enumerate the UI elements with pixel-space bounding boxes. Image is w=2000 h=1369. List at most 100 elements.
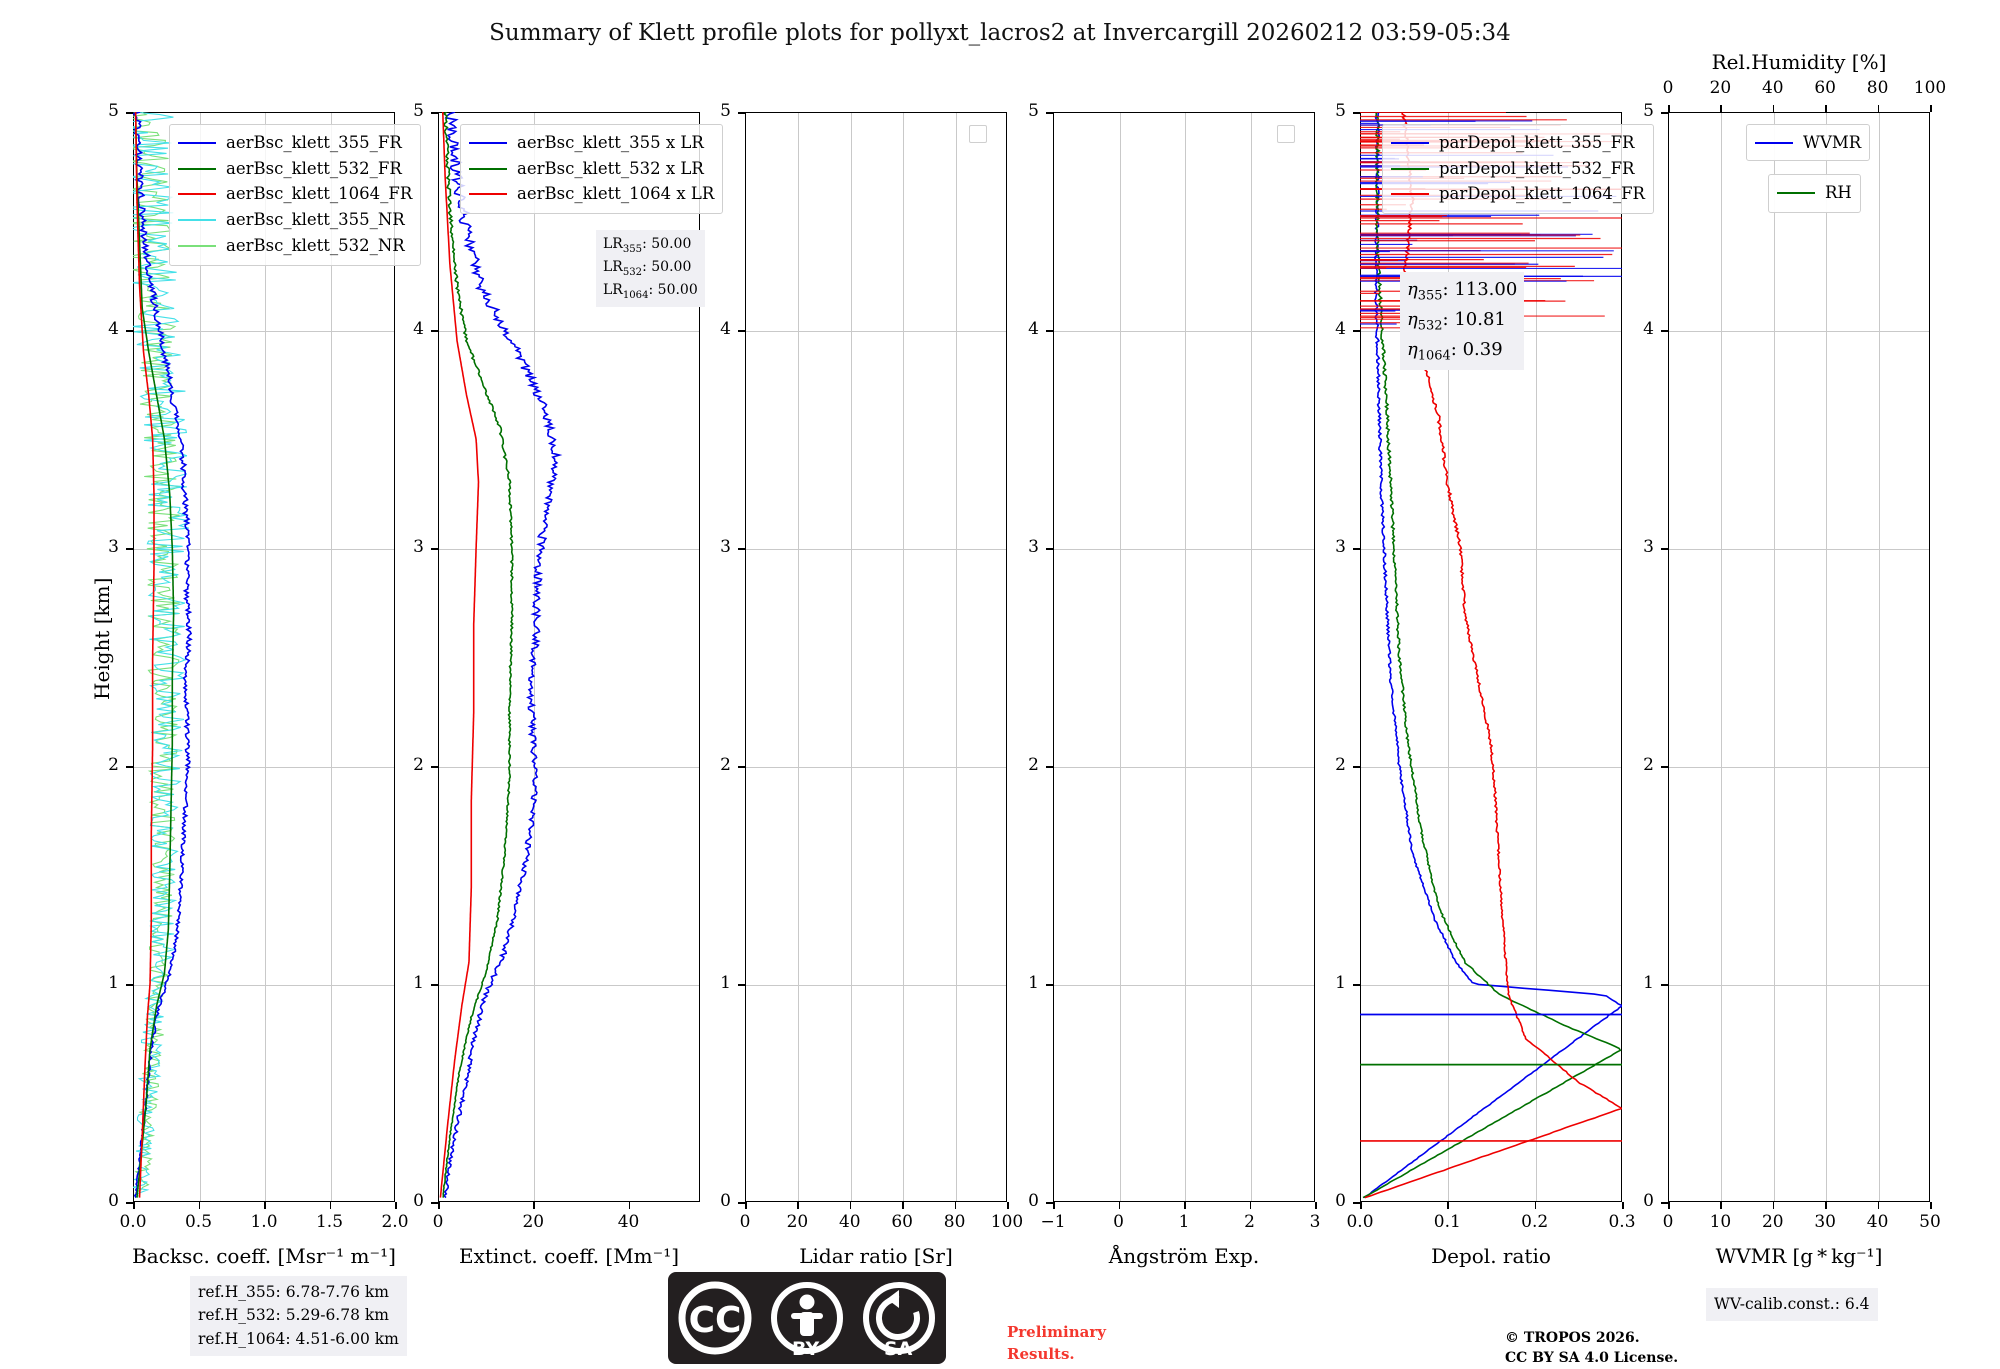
y-tick-label: 5 xyxy=(108,101,119,121)
legend-entry: aerBsc_klett_1064 x LR xyxy=(469,181,714,207)
annotation-line: LR355: 50.00 xyxy=(603,234,698,257)
x-tick-mark xyxy=(1877,1202,1880,1209)
legend-line-swatch xyxy=(178,141,216,144)
gridline-vertical xyxy=(199,113,201,1201)
x-tick-mark xyxy=(1930,1202,1932,1209)
gridline-vertical xyxy=(1721,113,1723,1201)
y-tick-mark xyxy=(1661,766,1668,768)
annotation-separator: : xyxy=(1442,309,1455,331)
y-tick-label: 2 xyxy=(1643,755,1654,775)
y-tick-mark xyxy=(738,984,745,986)
y-tick-mark xyxy=(431,330,438,332)
gridline-vertical xyxy=(1773,113,1775,1201)
legend-label: aerBsc_klett_532_NR xyxy=(226,235,405,255)
legend-line-swatch xyxy=(1777,191,1815,194)
top-tick-label: 100 xyxy=(1913,78,1947,98)
y-tick-label: 2 xyxy=(1335,755,1346,775)
x-tick-mark xyxy=(133,1202,135,1209)
legend-line-swatch xyxy=(178,167,216,170)
y-tick-mark xyxy=(1353,548,1360,550)
x-tick-label: 2 xyxy=(1244,1212,1255,1232)
legend-entry: aerBsc_klett_532_FR xyxy=(178,156,412,182)
top-tick-mark xyxy=(1825,105,1827,112)
gridline-horizontal xyxy=(439,331,699,332)
legend-depolarization[interactable]: parDepol_klett_355_FR parDepol_klett_532_… xyxy=(1382,124,1654,215)
profile-curves-extinction xyxy=(439,112,563,1199)
y-tick-mark xyxy=(738,112,745,114)
annotation-symbol: LR xyxy=(603,281,623,298)
y-tick-mark xyxy=(1661,1202,1668,1204)
y-tick-mark xyxy=(1046,112,1053,114)
copyright-line2: CC BY SA 4.0 License. xyxy=(1505,1350,1679,1367)
legend-entry: aerBsc_klett_355_FR xyxy=(178,130,412,156)
x-axis-label-extinction: Extinct. coeff. [Mm⁻¹] xyxy=(458,1244,680,1268)
profile-curves-backscatter xyxy=(133,112,193,1199)
y-tick-label: 1 xyxy=(720,973,731,993)
x-tick-label: 3 xyxy=(1309,1212,1321,1232)
y-tick-mark xyxy=(1353,766,1360,768)
y-tick-label: 4 xyxy=(108,319,119,339)
profile-line xyxy=(439,112,480,1198)
annotation-separator: : xyxy=(1442,279,1455,300)
ref-height-1064: ref.H_1064: 4.51-6.00 km xyxy=(198,1329,399,1348)
legend-entry: aerBsc_klett_532 x LR xyxy=(469,156,714,182)
annotation-line: LR532: 50.00 xyxy=(603,257,698,280)
creative-commons-badge: CC BY SA xyxy=(668,1272,946,1364)
gridline-horizontal xyxy=(746,767,1006,768)
annotation-subscript: 1064 xyxy=(1417,348,1451,364)
gridline-vertical xyxy=(1185,113,1186,1201)
y-tick-label: 5 xyxy=(1335,101,1346,121)
figure-title: Summary of Klett profile plots for polly… xyxy=(489,20,1511,46)
plot-area-backscatter xyxy=(133,112,395,1202)
legend-line-swatch xyxy=(469,141,507,144)
preliminary-line2: Results. xyxy=(1007,1344,1075,1363)
legend-entry: parDepol_klett_1064_FR xyxy=(1391,181,1645,207)
annotation-symbol: LR xyxy=(603,236,623,252)
gridline-horizontal xyxy=(1669,767,1929,768)
legend-entry: parDepol_klett_532_FR xyxy=(1391,156,1645,182)
x-tick-mark xyxy=(329,1202,332,1209)
annotation-line: η1064: 0.39 xyxy=(1407,336,1517,366)
legend-label: parDepol_klett_532_FR xyxy=(1439,158,1635,178)
legend-extinction[interactable]: aerBsc_klett_355 x LR aerBsc_klett_532 x … xyxy=(460,124,724,215)
gridline-vertical xyxy=(798,113,800,1201)
x-tick-label: 30 xyxy=(1814,1212,1836,1232)
x-tick-mark xyxy=(1007,1202,1009,1209)
x-tick-label: 20 xyxy=(522,1212,545,1232)
empty-legend-angstrom-exponent[interactable] xyxy=(1277,125,1295,143)
x-tick-mark xyxy=(438,1202,440,1209)
y-tick-label: 1 xyxy=(413,973,424,993)
y-tick-label: 3 xyxy=(1028,537,1039,557)
legend-wvmr-rh-secondary[interactable]: RH xyxy=(1768,174,1861,213)
preliminary-line1: Preliminary xyxy=(1007,1323,1106,1341)
legend-entry: RH xyxy=(1777,180,1852,206)
legend-wvmr-rh[interactable]: WVMR xyxy=(1746,124,1871,161)
profile-line xyxy=(133,112,193,1199)
x-tick-mark xyxy=(954,1202,957,1209)
y-tick-label: 3 xyxy=(413,537,424,557)
gridline-vertical xyxy=(330,113,332,1201)
top-tick-mark xyxy=(1930,105,1932,112)
y-tick-mark xyxy=(738,548,745,550)
x-tick-label: 1.0 xyxy=(250,1212,278,1232)
annotation-line: LR1064: 50.00 xyxy=(603,280,698,303)
legend-label: aerBsc_klett_1064 x LR xyxy=(517,184,715,204)
svg-text:CC: CC xyxy=(689,1300,742,1341)
y-tick-label: 4 xyxy=(413,319,424,339)
x-tick-mark xyxy=(1360,1202,1362,1209)
x-tick-mark xyxy=(1668,1202,1670,1209)
y-tick-mark xyxy=(1661,112,1668,114)
x-tick-mark xyxy=(1534,1202,1537,1209)
empty-legend-lidar-ratio[interactable] xyxy=(969,125,987,143)
x-tick-label: −1 xyxy=(1040,1212,1066,1232)
y-tick-label: 3 xyxy=(720,537,731,557)
annotation-line: η532: 10.81 xyxy=(1407,306,1517,336)
x-tick-label: 10 xyxy=(1709,1212,1732,1232)
y-tick-mark xyxy=(1353,330,1360,332)
annotation-depolarization: η355: 113.00 η532: 10.81 η1064: 0.39 xyxy=(1400,272,1525,371)
gridline-vertical xyxy=(534,113,536,1201)
x-tick-mark xyxy=(1447,1202,1449,1209)
